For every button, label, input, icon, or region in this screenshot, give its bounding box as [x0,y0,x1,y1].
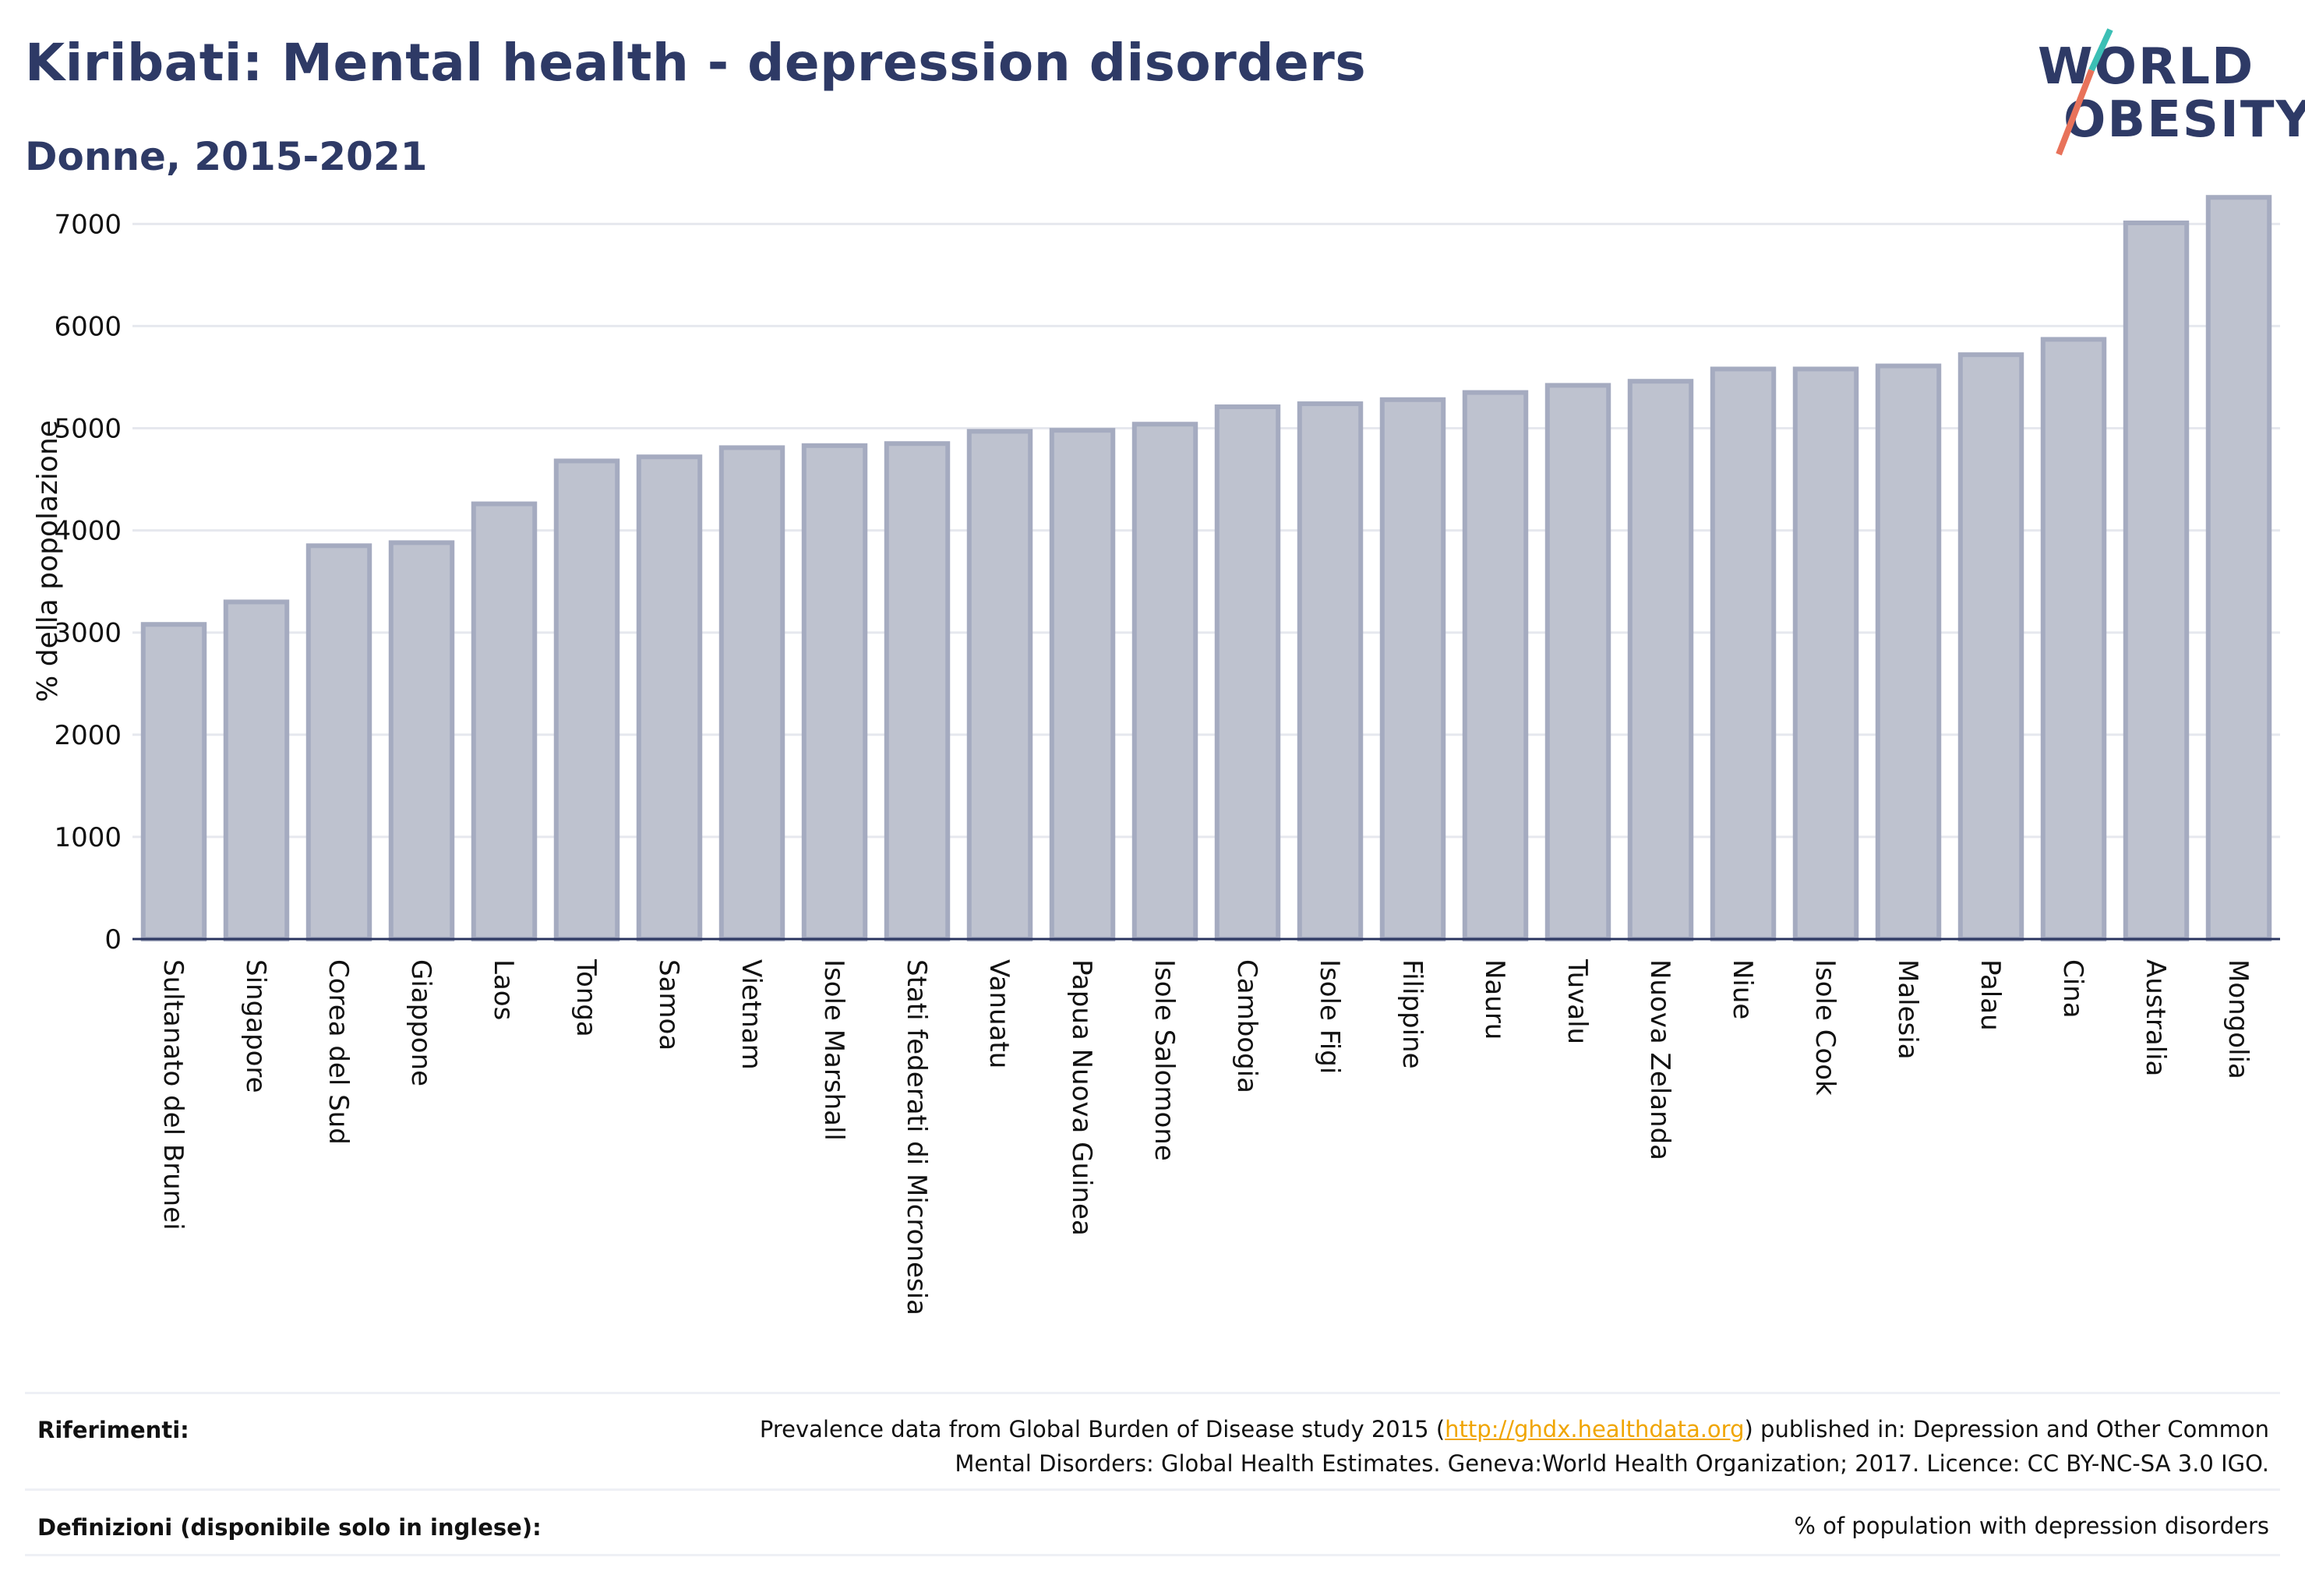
bar [718,445,785,941]
y-tick-label: 1000 [54,822,122,853]
x-tick-label: Vietnam [736,959,767,1070]
bar [1131,422,1198,941]
bar [1957,352,2024,941]
x-tick-label: Malesia [1892,959,1923,1060]
bar [388,540,455,942]
references-pre: Prevalence data from Global Burden of Di… [759,1416,1445,1442]
page-title: Kiribati: Mental health - depression dis… [25,33,1367,93]
footer-divider-top [25,1392,2280,1394]
bar [1875,363,1942,941]
x-tick-label: Isole Salomone [1149,959,1180,1161]
references-text: Prevalence data from Global Burden of Di… [555,1412,2269,1481]
x-tick-label: Cina [2057,959,2088,1019]
bar [1710,366,1777,941]
y-axis-label: % della popolazione [32,420,64,702]
footer-divider-mid [25,1488,2280,1491]
bar [1049,428,1116,941]
grid-lines [132,222,2280,839]
bar [1627,379,1694,941]
bar [1379,397,1446,941]
x-tick-label: Australia [2140,959,2171,1076]
bar [2205,195,2272,941]
x-tick-label: Singapore [240,959,271,1093]
x-tick-label: Giappone [405,959,436,1086]
x-tick-label: Samoa [653,959,684,1050]
bar [636,454,703,941]
bar [1462,390,1529,942]
x-tick-label: Isole Figi [1314,959,1345,1074]
x-axis-ticks: Sultanato del Brunei Singapore Corea del S… [157,959,2254,1315]
y-tick-label: 6000 [54,311,122,342]
x-tick-label: Tonga [570,959,602,1037]
logo-line1: WORLD [2038,38,2255,96]
page-subtitle: Donne, 2015-2021 [25,134,428,179]
definitions-label: Definizioni (disponibile solo in inglese… [37,1514,542,1541]
references-label: Riferimenti: [37,1417,189,1443]
definitions-text: % of population with depression disorder… [1794,1513,2269,1539]
y-axis-ticks: 0 1000 2000 3000 4000 5000 6000 7000 [54,209,122,955]
x-tick-label: Laos [488,959,519,1020]
y-tick-label: 0 [104,924,122,955]
x-tick-label: Niue [1727,959,1758,1019]
bar-chart: 0 1000 2000 3000 4000 5000 6000 7000 Sultanato … [32,195,2280,1315]
world-obesity-logo: WORLD OBESITY [2026,23,2305,164]
x-tick-label: Nuova Zelanda [1644,959,1675,1160]
x-tick-label: Cambogia [1231,959,1262,1093]
y-tick-label: 2000 [54,720,122,751]
y-tick-label: 3000 [54,618,122,649]
bar [1792,366,1859,941]
bar [553,458,620,941]
bar [223,599,290,941]
bar [801,443,868,941]
x-tick-label: Stati federati di Micronesia [901,959,932,1315]
x-tick-label: Palau [1975,959,2006,1031]
logo-line2: OBESITY [2063,91,2305,149]
x-tick-label: Mongolia [2222,959,2254,1079]
x-tick-label: Vanuatu [983,959,1015,1068]
bar [884,441,951,941]
bar [2123,221,2190,941]
y-tick-label: 5000 [54,414,122,445]
bar [140,622,207,941]
references-line2: Mental Disorders: Global Health Estimate… [955,1450,2269,1477]
bar [1297,401,1364,941]
x-tick-label: Isole Cook [1809,959,1841,1096]
logo-slash-icon [2056,28,2113,156]
x-tick-label: Isole Marshall [818,959,849,1141]
bar [1214,404,1281,941]
bar [966,429,1033,941]
bar [471,501,538,941]
y-tick-label: 4000 [54,516,122,547]
footer-divider-bottom [25,1554,2280,1556]
x-tick-label: Filippine [1396,959,1428,1069]
bars [132,195,2280,942]
bar [1544,383,1611,941]
x-tick-label: Nauru [1479,959,1510,1040]
x-tick-label: Tuvalu [1562,959,1593,1044]
x-tick-label: Sultanato del Brunei [157,959,189,1231]
y-tick-label: 7000 [54,209,122,240]
x-tick-label: Corea del Sud [323,959,354,1145]
bar [2040,337,2107,942]
x-tick-label: Papua Nuova Guinea [1066,959,1097,1236]
references-post: ) published in: Depression and Other Com… [1744,1416,2270,1442]
bar [305,543,372,941]
references-link[interactable]: http://ghdx.healthdata.org [1445,1416,1745,1442]
